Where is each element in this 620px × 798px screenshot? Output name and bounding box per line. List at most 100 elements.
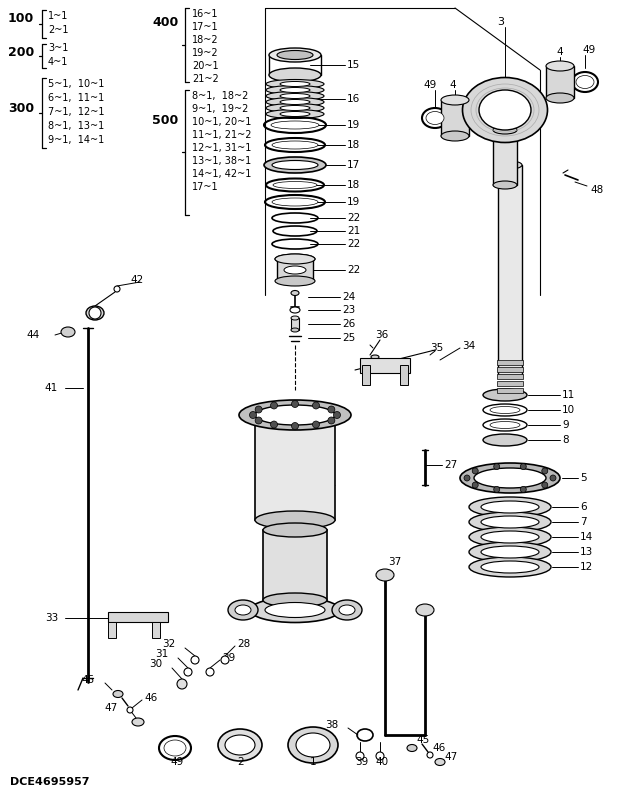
Circle shape bbox=[328, 406, 335, 413]
Ellipse shape bbox=[271, 121, 319, 129]
Ellipse shape bbox=[266, 85, 324, 94]
Ellipse shape bbox=[435, 759, 445, 765]
Ellipse shape bbox=[275, 254, 315, 264]
Bar bbox=[277, 259, 313, 281]
Ellipse shape bbox=[288, 727, 338, 763]
Ellipse shape bbox=[376, 569, 394, 581]
Text: 300: 300 bbox=[8, 101, 34, 114]
Text: 18~2: 18~2 bbox=[192, 35, 219, 45]
Ellipse shape bbox=[272, 160, 318, 169]
Text: 6: 6 bbox=[580, 502, 587, 512]
Text: 12: 12 bbox=[580, 562, 593, 572]
Circle shape bbox=[427, 752, 433, 758]
Text: 24: 24 bbox=[342, 292, 355, 302]
Ellipse shape bbox=[264, 157, 326, 173]
Circle shape bbox=[376, 752, 384, 760]
Text: 14~1, 42~1: 14~1, 42~1 bbox=[192, 169, 251, 179]
Text: 22: 22 bbox=[347, 213, 360, 223]
Bar bbox=[493, 130, 517, 185]
Ellipse shape bbox=[498, 161, 522, 169]
Circle shape bbox=[494, 487, 500, 492]
Bar bbox=[546, 66, 574, 98]
Circle shape bbox=[472, 468, 478, 474]
Ellipse shape bbox=[469, 527, 551, 547]
Circle shape bbox=[356, 752, 364, 760]
Ellipse shape bbox=[546, 61, 574, 71]
Circle shape bbox=[206, 668, 214, 676]
Ellipse shape bbox=[272, 141, 318, 149]
Ellipse shape bbox=[263, 523, 327, 537]
Ellipse shape bbox=[481, 531, 539, 543]
Circle shape bbox=[270, 421, 278, 428]
Bar bbox=[497, 374, 523, 379]
Text: 19: 19 bbox=[347, 197, 360, 207]
Text: 21~2: 21~2 bbox=[192, 74, 219, 84]
Text: 7: 7 bbox=[580, 517, 587, 527]
Text: 44: 44 bbox=[27, 330, 40, 340]
Circle shape bbox=[191, 656, 199, 664]
Circle shape bbox=[114, 286, 120, 292]
Circle shape bbox=[127, 707, 133, 713]
Circle shape bbox=[334, 412, 340, 418]
Text: 18: 18 bbox=[347, 140, 360, 150]
Ellipse shape bbox=[266, 109, 324, 118]
Ellipse shape bbox=[426, 112, 444, 124]
Text: DCE4695957: DCE4695957 bbox=[10, 777, 89, 787]
Ellipse shape bbox=[481, 516, 539, 528]
Circle shape bbox=[542, 468, 548, 474]
Text: 1~1: 1~1 bbox=[48, 11, 68, 21]
Ellipse shape bbox=[546, 93, 574, 103]
Circle shape bbox=[249, 412, 257, 418]
Ellipse shape bbox=[460, 463, 560, 493]
Ellipse shape bbox=[164, 740, 186, 756]
Circle shape bbox=[542, 482, 548, 488]
Bar bbox=[108, 612, 168, 622]
Ellipse shape bbox=[291, 290, 299, 295]
Ellipse shape bbox=[490, 406, 520, 413]
Ellipse shape bbox=[269, 48, 321, 62]
Ellipse shape bbox=[263, 593, 327, 607]
Bar bbox=[498, 165, 522, 375]
Ellipse shape bbox=[266, 80, 324, 89]
Ellipse shape bbox=[250, 598, 340, 622]
Bar bbox=[497, 360, 523, 365]
Text: 11: 11 bbox=[562, 390, 575, 400]
Text: 11~1, 21~2: 11~1, 21~2 bbox=[192, 130, 252, 140]
Ellipse shape bbox=[277, 50, 313, 60]
Ellipse shape bbox=[280, 88, 310, 93]
Ellipse shape bbox=[239, 400, 351, 430]
Circle shape bbox=[520, 487, 526, 492]
Text: 3~1: 3~1 bbox=[48, 43, 68, 53]
Text: 22: 22 bbox=[347, 265, 360, 275]
Text: 5~1,  10~1: 5~1, 10~1 bbox=[48, 79, 104, 89]
Text: 10~1, 20~1: 10~1, 20~1 bbox=[192, 117, 251, 127]
Text: 1: 1 bbox=[310, 757, 317, 767]
Ellipse shape bbox=[441, 131, 469, 141]
Bar bbox=[108, 622, 116, 638]
Ellipse shape bbox=[463, 77, 547, 143]
Text: 9: 9 bbox=[562, 420, 569, 430]
Text: 5: 5 bbox=[580, 473, 587, 483]
Text: 4: 4 bbox=[449, 80, 456, 90]
Ellipse shape bbox=[272, 198, 318, 206]
Text: 25: 25 bbox=[342, 333, 355, 343]
Text: 32: 32 bbox=[162, 639, 175, 649]
Ellipse shape bbox=[416, 604, 434, 616]
Text: 17~1: 17~1 bbox=[192, 22, 219, 32]
Text: 45: 45 bbox=[416, 735, 429, 745]
Ellipse shape bbox=[269, 68, 321, 82]
Text: 2: 2 bbox=[237, 757, 244, 767]
Text: 18: 18 bbox=[347, 180, 360, 190]
Text: 47: 47 bbox=[444, 752, 458, 762]
Text: 17~1: 17~1 bbox=[192, 182, 219, 192]
Bar bbox=[497, 381, 523, 386]
Circle shape bbox=[291, 401, 298, 408]
Bar bbox=[291, 318, 299, 330]
Text: 200: 200 bbox=[8, 45, 34, 58]
Text: 16~1: 16~1 bbox=[192, 9, 218, 19]
Bar bbox=[255, 415, 335, 520]
Ellipse shape bbox=[469, 497, 551, 517]
Circle shape bbox=[255, 417, 262, 424]
Ellipse shape bbox=[469, 557, 551, 577]
Ellipse shape bbox=[266, 92, 324, 101]
